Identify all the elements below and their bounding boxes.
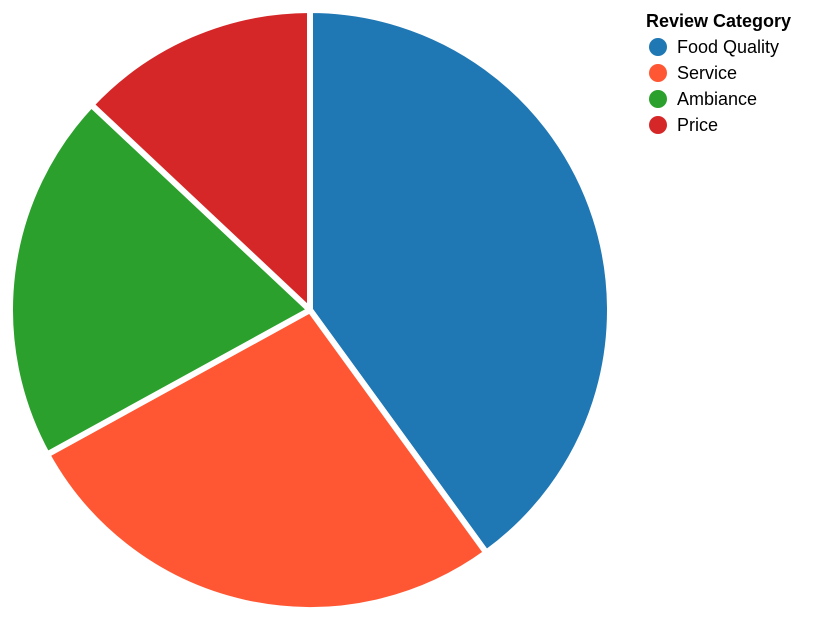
legend-swatch-circle-icon <box>649 64 667 82</box>
pie-slice-service <box>44 307 490 613</box>
legend: Review Category Food Quality Service Amb… <box>646 8 832 138</box>
legend-item-price: Price <box>646 112 832 138</box>
legend-item-food-quality: Food Quality <box>646 34 832 60</box>
legend-label: Service <box>677 62 738 83</box>
pie-slice-ambiance <box>7 101 313 458</box>
legend-title: Review Category <box>646 11 792 31</box>
legend-swatch-circle-icon <box>649 116 667 134</box>
pie-slice-price <box>88 7 313 313</box>
legend-label: Food Quality <box>677 36 780 57</box>
legend-item-ambiance: Ambiance <box>646 86 832 112</box>
legend-label: Ambiance <box>677 88 758 109</box>
pie-slice-food-quality <box>307 7 613 556</box>
legend-swatch-circle-icon <box>649 90 667 108</box>
legend-item-service: Service <box>646 60 832 86</box>
legend-label: Price <box>677 114 719 135</box>
legend-swatch-circle-icon <box>649 38 667 56</box>
